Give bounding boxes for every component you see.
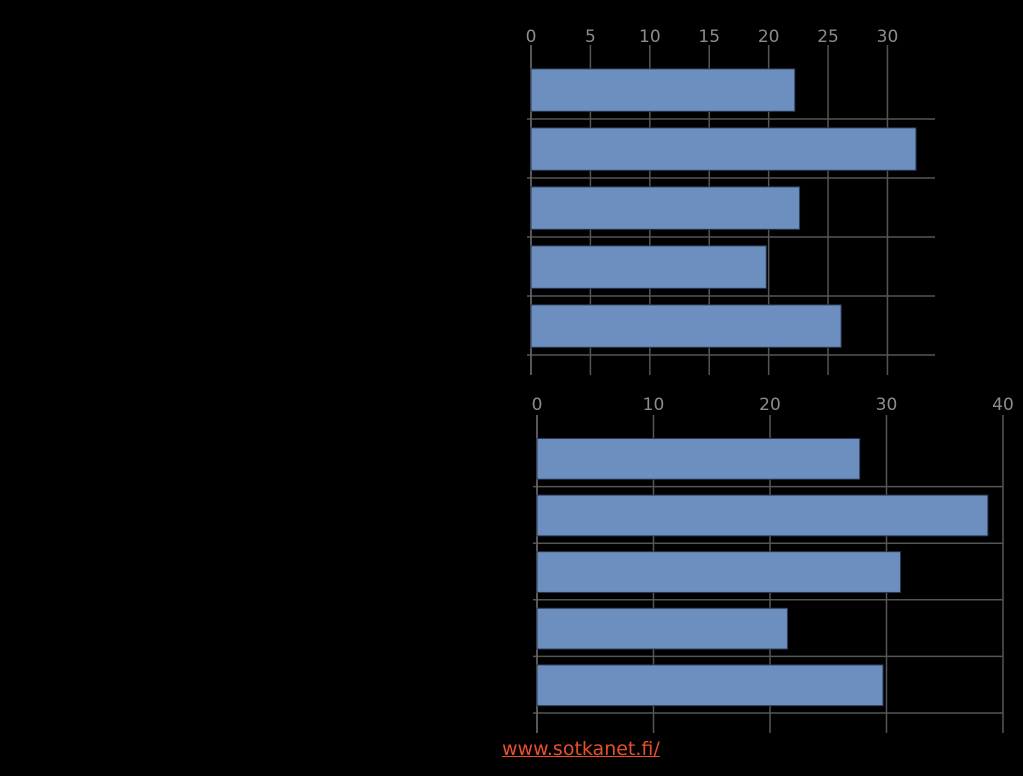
bar [536, 607, 788, 650]
bar [536, 437, 861, 480]
x-tick-label: 10 [639, 27, 661, 47]
bar [530, 245, 767, 289]
x-tick-label: 20 [758, 27, 780, 47]
bar [530, 127, 917, 171]
x-tick-label: 20 [759, 395, 781, 415]
bar [536, 494, 989, 537]
bar [536, 551, 901, 593]
source-link[interactable]: www.sotkanet.fi/ [502, 738, 660, 760]
x-tick-label: 10 [643, 395, 665, 415]
x-tick-label: 40 [992, 395, 1014, 415]
bar [530, 304, 842, 348]
x-tick-label: 30 [876, 395, 898, 415]
x-tick-label: 5 [585, 27, 596, 47]
x-tick-label: 25 [817, 27, 839, 47]
x-tick-label: 0 [532, 395, 543, 415]
x-tick-label: 0 [526, 27, 537, 47]
x-tick-label: 30 [877, 27, 899, 47]
bar [530, 68, 796, 112]
x-tick-label: 15 [698, 27, 720, 47]
bar [536, 664, 884, 707]
bar [530, 186, 801, 230]
